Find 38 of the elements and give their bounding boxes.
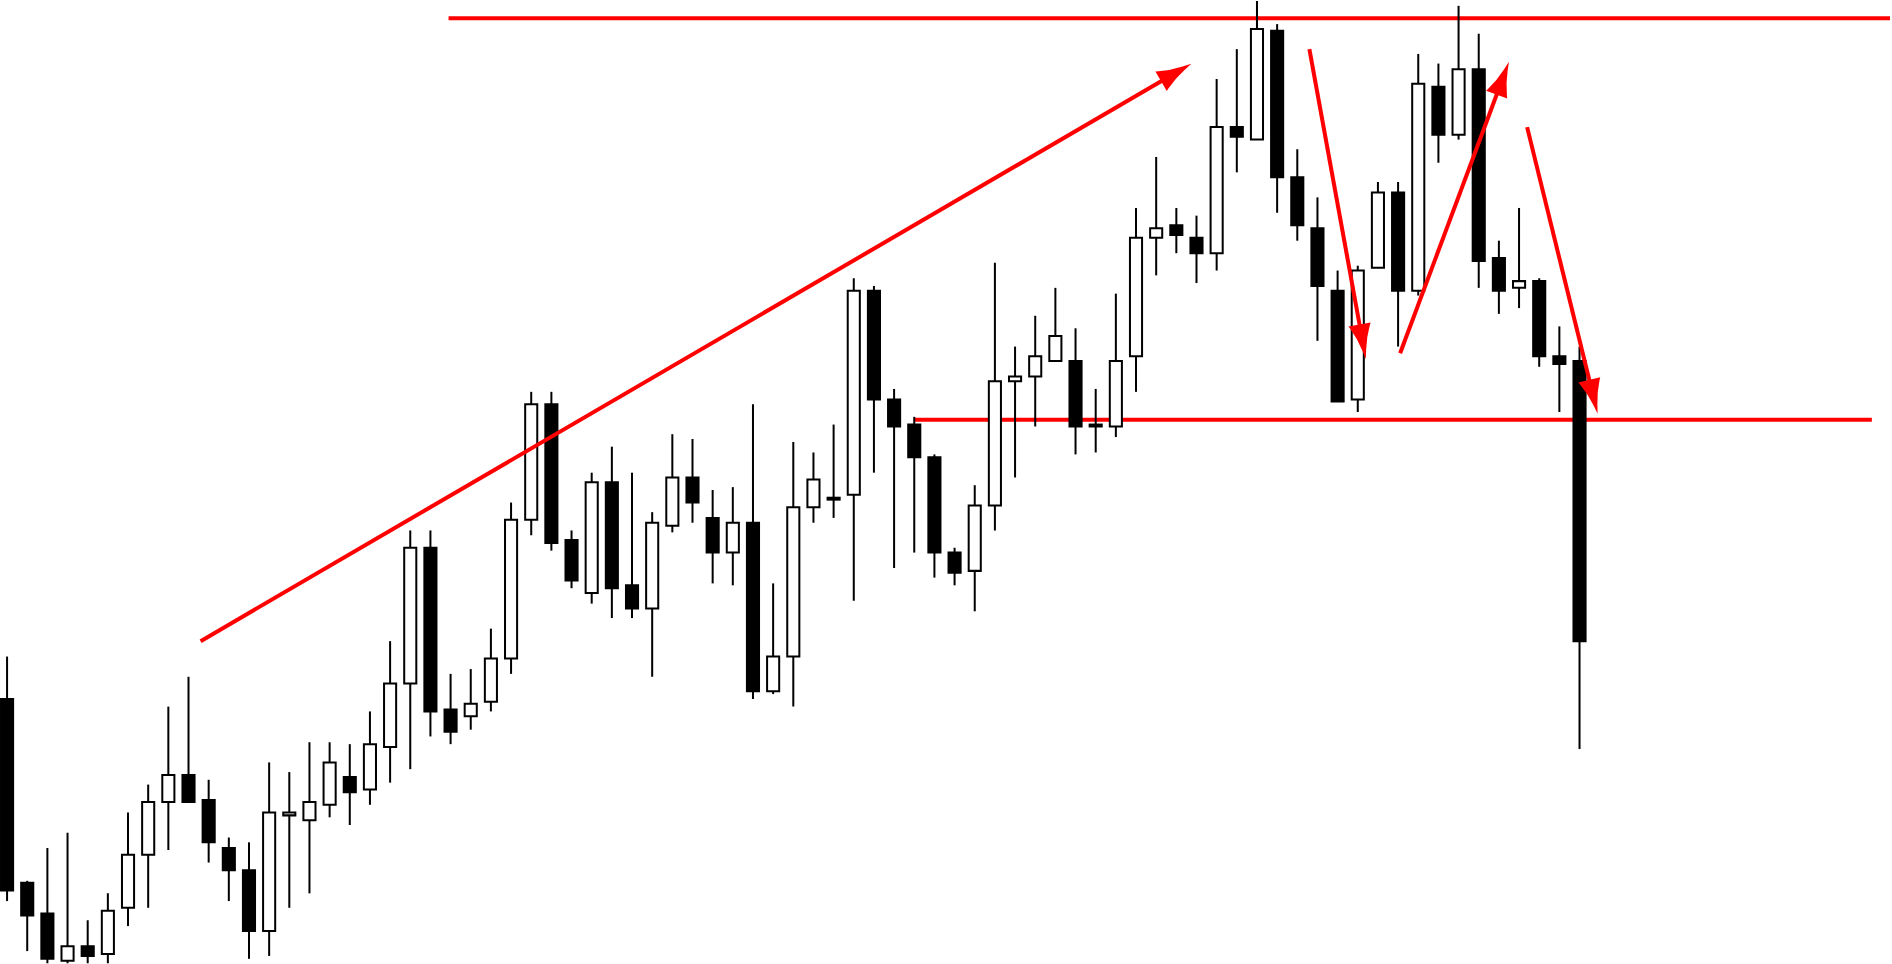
candlestick [181, 675, 196, 804]
candlestick [221, 836, 236, 903]
candlestick [1511, 207, 1527, 310]
candlestick [1552, 325, 1567, 414]
candlestick [1028, 314, 1043, 428]
candlestick [80, 919, 95, 964]
candlestick [161, 705, 176, 852]
candlestick [100, 892, 115, 964]
candlestick [1229, 48, 1244, 174]
candlestick [20, 880, 35, 953]
candlestick [806, 451, 821, 524]
candlestick [60, 831, 75, 964]
candlestick [907, 416, 922, 554]
candlestick [705, 489, 720, 585]
candlestick [463, 668, 478, 731]
candlestick [766, 582, 781, 696]
candlestick [685, 438, 700, 524]
candlestick [40, 847, 55, 964]
candlestick [201, 778, 216, 864]
candlestick [1048, 287, 1063, 363]
candlestick [282, 771, 297, 909]
candlestick [947, 546, 962, 587]
candlestick [725, 486, 740, 587]
candlestick [342, 743, 357, 827]
candlestick [826, 423, 841, 520]
candlestick [1149, 156, 1164, 277]
candlestick [362, 710, 377, 806]
candlestick [443, 673, 458, 746]
candlestick [302, 741, 317, 895]
candlestick [624, 471, 640, 620]
candlestick [1007, 345, 1023, 479]
candlestick [1189, 214, 1204, 285]
candlestick [564, 529, 579, 590]
candlestick [887, 388, 902, 570]
candlestick [483, 627, 498, 713]
candlestick [1169, 207, 1184, 255]
candlestick [322, 741, 337, 819]
candlestick [1491, 239, 1506, 316]
